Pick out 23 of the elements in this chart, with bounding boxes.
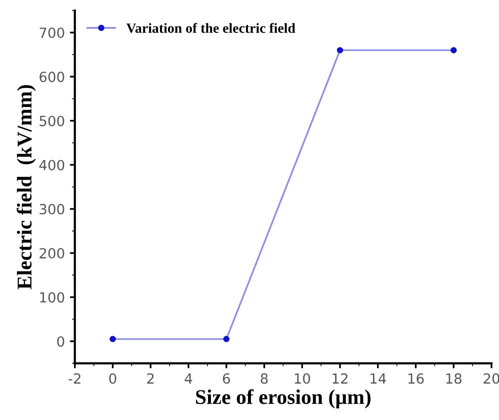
y-tick-label: 100	[40, 292, 64, 303]
x-tick-label: 12	[332, 373, 348, 384]
x-tick-label: 20	[484, 373, 499, 384]
x-tick-label: 8	[260, 373, 268, 384]
x-tick-label: 6	[222, 373, 230, 384]
y-tick-label: 0	[57, 336, 64, 347]
legend-label: Variation of the electric field	[126, 22, 296, 33]
x-tick-label: 16	[408, 373, 424, 384]
x-tick-label: 10	[294, 373, 310, 384]
y-tick-label: 400	[39, 160, 64, 170]
y-tick-label: 600	[40, 72, 64, 82]
x-tick-label: 2	[147, 373, 154, 384]
y-tick-label: 200	[40, 248, 64, 259]
x-tick-label: 14	[370, 373, 386, 384]
x-axis-title: Size of erosion (µm)	[196, 389, 371, 408]
y-tick-label: 700	[40, 28, 64, 38]
y-tick-label: 500	[40, 116, 64, 126]
x-tick-label: -2	[68, 373, 80, 384]
y-tick-label: 300	[40, 204, 64, 214]
x-tick-label: 18	[446, 373, 462, 384]
y-axis-title: Electric field (kV/mm)	[16, 85, 36, 290]
x-tick-label: 4	[184, 373, 192, 384]
x-tick-label: 0	[109, 373, 116, 384]
